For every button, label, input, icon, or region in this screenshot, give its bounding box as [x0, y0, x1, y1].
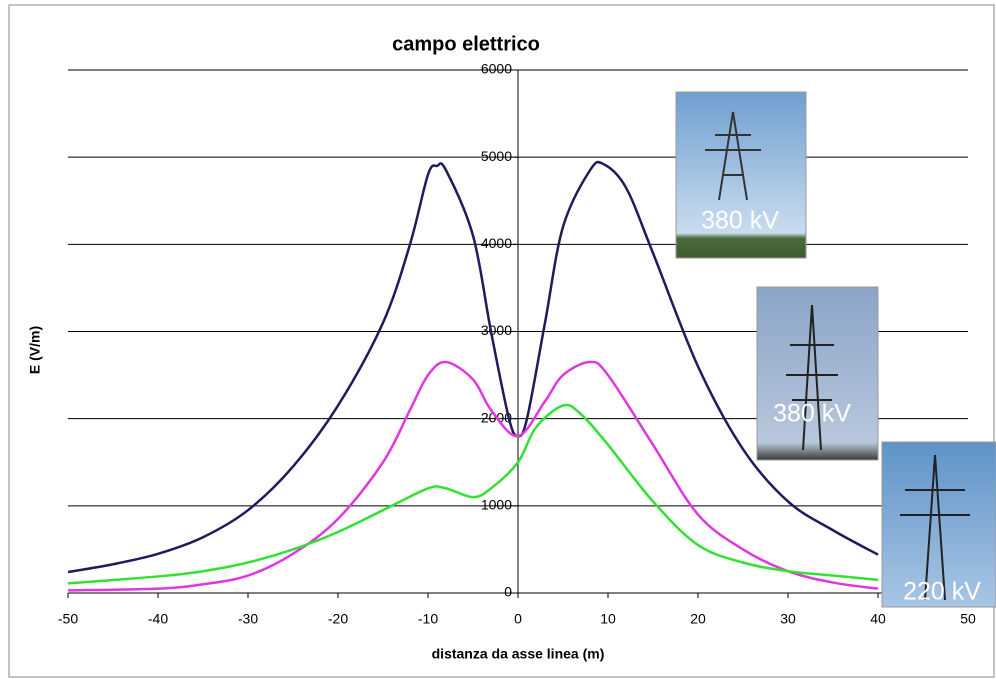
y-tick-label: 5000	[481, 148, 512, 164]
x-tick-label: 20	[690, 611, 706, 627]
y-tick-label: 6000	[481, 61, 512, 77]
x-tick-label: -50	[58, 611, 78, 627]
line-series	[67, 360, 879, 592]
y-tick-label: 0	[504, 584, 512, 600]
line-series	[67, 403, 879, 585]
photo-label: 220 kV	[903, 578, 981, 606]
photo	[675, 91, 807, 259]
x-tick-label: 30	[780, 611, 796, 627]
photo-label: 380 kV	[701, 207, 779, 235]
x-tick-label: 10	[600, 611, 616, 627]
photo-label: 380 kV	[773, 400, 851, 428]
x-axis-label: distanza da asse linea (m)	[432, 646, 605, 662]
x-tick-label: -30	[238, 611, 258, 627]
x-tick-label: 50	[960, 611, 976, 627]
line-series	[67, 160, 879, 574]
x-tick-label: -40	[148, 611, 168, 627]
photo	[881, 441, 996, 608]
x-tick-label: -10	[418, 611, 438, 627]
y-tick-label: 3000	[481, 322, 512, 338]
y-axis-label: E (V/m)	[27, 326, 43, 374]
y-tick-label: 4000	[481, 235, 512, 251]
chart-title: campo elettrico	[392, 33, 540, 55]
x-tick-label: 40	[870, 611, 886, 627]
photo	[756, 286, 879, 461]
x-tick-label: -20	[328, 611, 348, 627]
y-tick-label: 1000	[481, 497, 512, 513]
x-tick-label: 0	[514, 611, 522, 627]
